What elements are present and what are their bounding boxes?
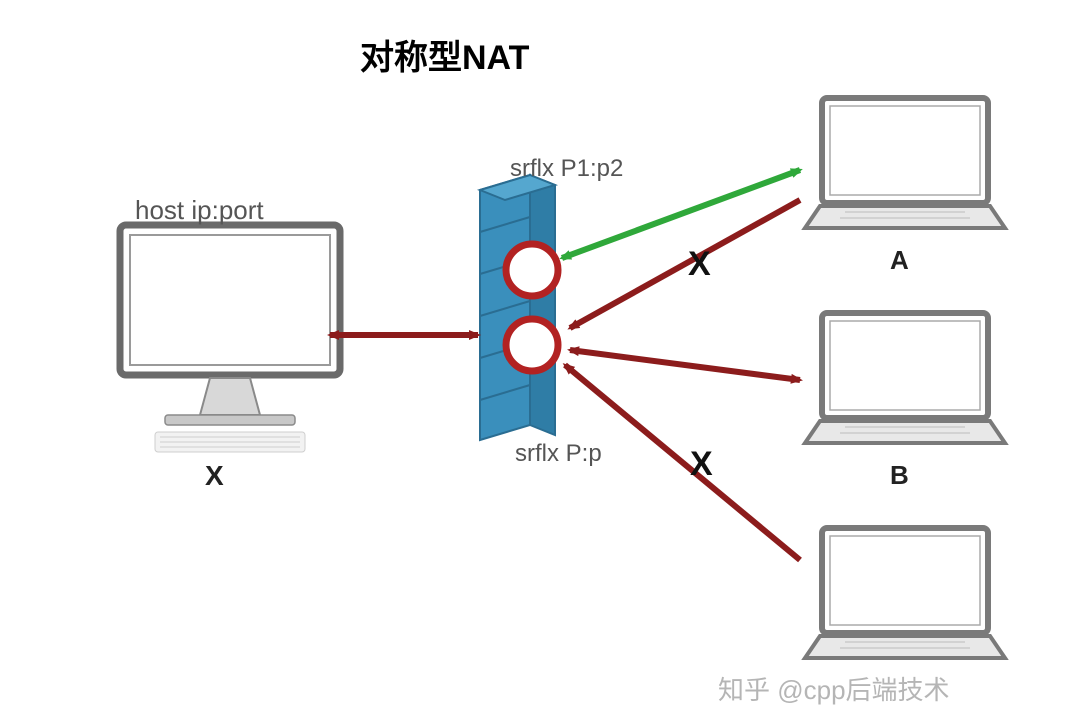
- edge-b-port2: [570, 350, 800, 380]
- laptop-b: [805, 313, 1005, 443]
- diagram-canvas: [0, 0, 1080, 717]
- edge-a-port1-green: [562, 170, 800, 258]
- nat-box: [480, 175, 558, 440]
- nat-port-2: [506, 319, 558, 371]
- watermark: 知乎 @cpp后端技术: [718, 670, 950, 707]
- laptop-c: [805, 528, 1005, 658]
- edge-a-port2-blocked: [570, 200, 800, 328]
- nat-port1-label: srflx P1:p2: [510, 155, 623, 183]
- host-label-above: host ip:port: [135, 195, 264, 226]
- nat-port2-label: srflx P:p: [515, 440, 602, 468]
- diagram-title: 对称型NAT: [360, 30, 529, 79]
- laptop-b-label: B: [890, 460, 909, 491]
- host-label-below: X: [205, 460, 224, 492]
- laptop-a-label: A: [890, 245, 909, 276]
- edge-blocked-x-2: X: [690, 445, 713, 484]
- edge-blocked-x-1: X: [688, 245, 711, 284]
- nat-port-1: [506, 244, 558, 296]
- desktop-host-x: [120, 225, 340, 452]
- laptop-a: [805, 98, 1005, 228]
